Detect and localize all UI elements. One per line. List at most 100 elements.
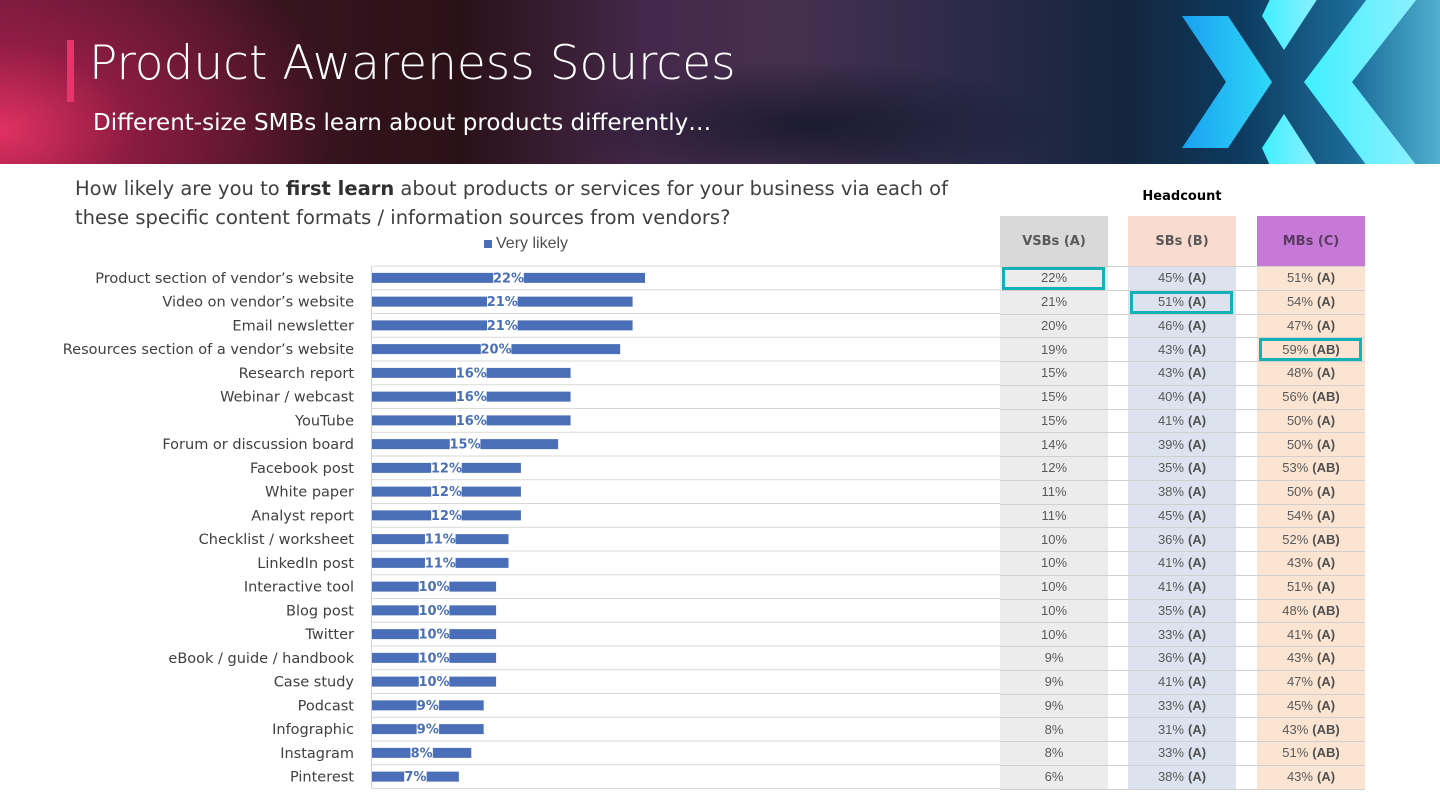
table-row-divider <box>1000 361 1365 362</box>
table-group-label: Headcount <box>1142 189 1222 204</box>
table-cell-a: 8% <box>1000 717 1108 741</box>
table-row-divider <box>1000 384 1365 386</box>
cell-value: 38% <box>1157 769 1184 785</box>
logo-right-chevron <box>1304 0 1417 164</box>
bar-value-label: 11% <box>425 556 456 571</box>
significance-marker: (A) <box>1187 460 1207 476</box>
bar-label-background <box>455 411 487 430</box>
highlight-box <box>1259 338 1362 362</box>
category-label: White paper <box>265 485 354 501</box>
significance-marker: (A) <box>1316 555 1336 571</box>
cell-value: 43% <box>1286 769 1313 785</box>
cell-value: 48% <box>1286 365 1313 381</box>
significance-marker: (AB) <box>1312 341 1340 357</box>
cell-value: 43% <box>1157 341 1184 357</box>
table-row-divider <box>1000 503 1365 505</box>
table-cell-b: 43% (A) <box>1128 337 1236 361</box>
significance-marker: (A) <box>1187 294 1207 310</box>
highlight-box <box>1002 267 1105 290</box>
table-row-divider <box>1000 337 1365 339</box>
table-cell-a: 9% <box>1000 670 1108 694</box>
significance-marker: (AB) <box>1312 602 1340 618</box>
table-row-divider <box>1000 717 1365 719</box>
table-cell-c: 47% (A) <box>1257 314 1365 338</box>
table-cell-c: 43% (A) <box>1257 551 1365 575</box>
bar-value-label: 21% <box>487 319 518 334</box>
table-cell-c: 43% (A) <box>1257 646 1365 670</box>
bar-label-background <box>486 292 518 311</box>
bar-label-background <box>486 316 518 335</box>
header-banner: Product Awareness Sources Different-size… <box>0 0 1440 164</box>
table-cell-c: 56% (AB) <box>1257 385 1365 409</box>
cell-value: 59% <box>1282 341 1309 357</box>
table-cell-a: 10% <box>1000 622 1108 646</box>
cell-value: 21% <box>1040 294 1068 310</box>
table-cell-b: 41% (A) <box>1128 409 1236 433</box>
category-label: YouTube <box>294 413 354 429</box>
significance-marker: (A) <box>1187 365 1207 381</box>
significance-marker: (A) <box>1316 365 1336 381</box>
bar-value-label: 22% <box>493 271 524 286</box>
table-cell-b: 43% (A) <box>1128 361 1236 385</box>
bar-value-label: 20% <box>481 343 512 358</box>
table-cell-b: 41% (A) <box>1128 575 1236 599</box>
table-cell-c: 54% (A) <box>1257 290 1365 314</box>
cell-value: 8% <box>1044 721 1064 737</box>
chevron-x-logo-icon <box>1182 0 1417 164</box>
bar-value-label: 10% <box>418 628 449 643</box>
bar-label-background <box>418 648 450 667</box>
survey-question: How likely are you to first learn about … <box>75 174 1005 232</box>
significance-marker: (A) <box>1316 674 1336 690</box>
table-row-divider <box>1000 693 1365 695</box>
table-row-divider <box>1000 574 1365 576</box>
bar-value-label: 21% <box>487 295 518 310</box>
significance-marker: (AB) <box>1312 745 1340 761</box>
bar-label-background <box>431 458 462 477</box>
cell-value: 20% <box>1040 317 1068 333</box>
bar-value-label: 10% <box>418 604 449 619</box>
bar-value-label: 12% <box>431 509 462 524</box>
table-row-divider <box>1000 622 1365 624</box>
category-label: Blog post <box>286 603 354 619</box>
bar-value-label: 11% <box>425 533 456 548</box>
bar-value-label: 8% <box>411 746 433 761</box>
table-cell-a: 11% <box>1000 504 1108 528</box>
table-cell-c: 54% (A) <box>1257 504 1365 528</box>
bar-value-label: 16% <box>456 366 487 381</box>
table-cell-b: 41% (A) <box>1128 670 1236 694</box>
table-cell-c: 51% (AB) <box>1257 741 1365 765</box>
category-label: Resources section of a vendor’s website <box>63 342 354 358</box>
cell-value: 40% <box>1157 389 1184 405</box>
table-cell-a: 22% <box>1000 266 1108 290</box>
cell-value: 35% <box>1157 602 1184 618</box>
table-cell-a: 9% <box>1000 646 1108 670</box>
table-cell-b: 39% (A) <box>1128 432 1236 456</box>
category-label: Podcast <box>298 698 355 714</box>
significance-marker: (AB) <box>1312 389 1340 405</box>
table-row-divider <box>1000 598 1365 600</box>
table-cell-c: 50% (A) <box>1257 409 1365 433</box>
table-cell-c: 51% (A) <box>1257 266 1365 290</box>
bar-label-background <box>410 743 433 762</box>
cell-value: 51% <box>1286 270 1313 286</box>
cell-value: 54% <box>1286 507 1313 523</box>
significance-marker: (A) <box>1187 341 1207 357</box>
cell-value: 41% <box>1157 412 1184 428</box>
table-cell-c: 53% (AB) <box>1257 456 1365 480</box>
cell-value: 39% <box>1157 436 1184 452</box>
category-label: Case study <box>274 675 355 691</box>
table-row-divider <box>1000 408 1365 410</box>
table-cell-b: 40% (A) <box>1128 385 1236 409</box>
question-emphasis: first learn <box>285 177 395 200</box>
cell-value: 22% <box>1040 270 1068 286</box>
bar-value-label: 10% <box>418 675 449 690</box>
significance-marker: (A) <box>1316 294 1336 310</box>
logo-upper-stroke <box>1262 0 1317 50</box>
banner-shade <box>560 60 1060 164</box>
cell-value: 45% <box>1157 507 1184 523</box>
table-row-divider <box>1000 289 1365 291</box>
significance-marker: (A) <box>1187 697 1207 713</box>
significance-marker: (A) <box>1187 412 1207 428</box>
column-vsbs: VSBs (A) 22% 21% 20% 19% 15% 15% 15% 14% 12% 11% 1… <box>1000 216 1108 789</box>
cell-value: 10% <box>1040 626 1068 642</box>
